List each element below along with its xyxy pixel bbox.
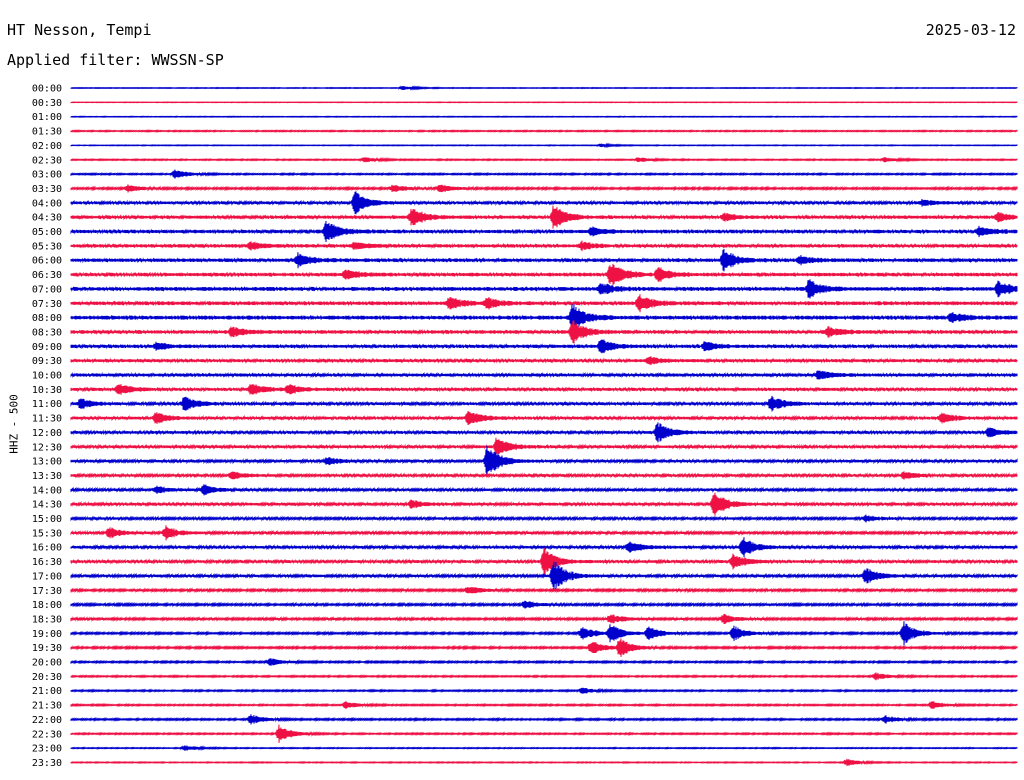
filter-label: Applied filter: WWSSN-SP (7, 51, 224, 69)
row-time-label: 10:30 (32, 385, 62, 396)
trace-row (70, 248, 1018, 272)
row-time-label: 20:00 (32, 658, 62, 669)
row-time-label: 02:00 (32, 141, 62, 152)
row-time-label: 17:00 (32, 571, 62, 582)
row-time-label: 05:30 (32, 241, 62, 252)
row-time-label: 03:00 (32, 170, 62, 181)
row-time-label: 13:30 (32, 471, 62, 482)
row-time-label: 12:00 (32, 428, 62, 439)
row-time-label: 19:30 (32, 643, 62, 654)
row-time-label: 04:30 (32, 213, 62, 224)
row-time-label: 01:00 (32, 112, 62, 123)
row-time-label: 22:30 (32, 729, 62, 740)
row-time-label: 00:00 (32, 84, 62, 95)
row-time-label: 09:00 (32, 342, 62, 353)
row-time-label: 18:30 (32, 614, 62, 625)
row-time-label: 23:00 (32, 744, 62, 755)
row-time-label: 08:30 (32, 327, 62, 338)
row-time-label: 22:00 (32, 715, 62, 726)
row-time-label: 04:00 (32, 198, 62, 209)
row-time-label: 15:30 (32, 528, 62, 539)
row-time-label: 07:00 (32, 284, 62, 295)
row-time-label: 11:30 (32, 414, 62, 425)
row-time-label: 11:00 (32, 399, 62, 410)
row-time-label: 12:30 (32, 442, 62, 453)
row-time-label: 13:00 (32, 457, 62, 468)
row-time-label: 06:30 (32, 270, 62, 281)
row-time-label: 01:30 (32, 127, 62, 138)
station-title: HT Nesson, Tempi (7, 21, 152, 39)
row-time-label: 21:00 (32, 686, 62, 697)
row-time-label: 00:30 (32, 98, 62, 109)
row-time-label: 23:30 (32, 758, 62, 769)
row-time-label: 05:00 (32, 227, 62, 238)
row-time-label: 14:30 (32, 500, 62, 511)
row-time-label: 15:00 (32, 514, 62, 525)
row-time-label: 10:00 (32, 371, 62, 382)
row-time-label: 02:30 (32, 155, 62, 166)
row-time-label: 06:00 (32, 256, 62, 267)
row-time-label: 08:00 (32, 313, 62, 324)
row-time-label: 19:00 (32, 629, 62, 640)
row-time-label: 14:00 (32, 485, 62, 496)
row-time-label: 21:30 (32, 701, 62, 712)
row-time-label: 16:00 (32, 543, 62, 554)
row-time-label: 20:30 (32, 672, 62, 683)
trace-row (70, 304, 1018, 332)
row-time-label: 18:00 (32, 600, 62, 611)
row-time-label: 16:30 (32, 557, 62, 568)
plot-date: 2025-03-12 (925, 21, 1016, 39)
row-time-label: 09:30 (32, 356, 62, 367)
row-time-label: 17:30 (32, 586, 62, 597)
row-time-label: 03:30 (32, 184, 62, 195)
row-time-label: 07:30 (32, 299, 62, 310)
